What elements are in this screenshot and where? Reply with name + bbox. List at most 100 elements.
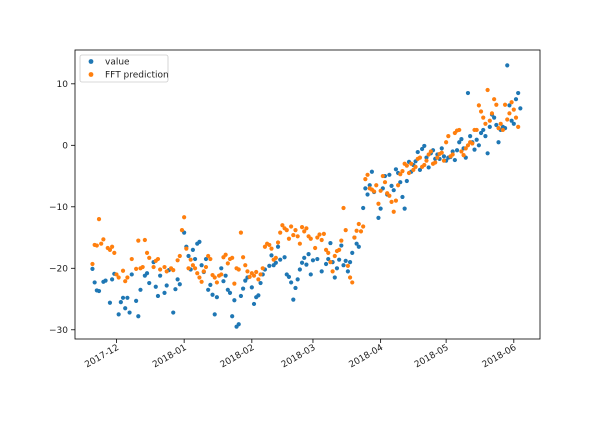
data-point-value <box>319 269 324 274</box>
data-point-value <box>138 287 143 292</box>
legend-label-value: value <box>105 58 130 68</box>
data-point-fft-prediction <box>238 230 244 235</box>
data-point-value <box>474 137 479 142</box>
data-point-fft-prediction <box>195 271 200 276</box>
data-point-value <box>487 124 492 129</box>
data-point-fft-prediction <box>197 275 202 280</box>
data-point-value <box>120 295 126 300</box>
data-point-value <box>387 172 392 177</box>
data-point-value <box>369 169 374 174</box>
data-point-fft-prediction <box>295 234 300 239</box>
data-point-value <box>295 277 300 282</box>
data-point-value <box>424 155 429 160</box>
data-point-value <box>361 205 366 211</box>
data-point-value <box>472 147 477 152</box>
data-point-fft-prediction <box>134 266 139 271</box>
data-point-fft-prediction <box>339 238 344 243</box>
data-point-fft-prediction <box>507 111 512 116</box>
data-point-fft-prediction <box>380 173 385 179</box>
data-point-value <box>492 115 497 120</box>
data-point-fft-prediction <box>260 266 265 271</box>
data-point-value <box>378 206 383 211</box>
data-point-value <box>203 256 209 262</box>
data-point-value <box>230 314 235 319</box>
data-point-fft-prediction <box>101 237 106 242</box>
data-point-fft-prediction <box>461 153 466 158</box>
data-point-value <box>164 283 169 288</box>
data-point-value <box>92 280 97 285</box>
data-point-fft-prediction <box>112 250 117 256</box>
data-point-value <box>505 63 510 68</box>
data-point-value <box>219 266 224 271</box>
data-point-fft-prediction <box>391 209 396 214</box>
data-point-value <box>144 271 150 276</box>
data-point-value <box>258 280 263 286</box>
data-point-fft-prediction <box>308 236 313 241</box>
data-point-value <box>494 122 499 128</box>
data-point-fft-prediction <box>352 235 357 240</box>
data-point-value <box>212 312 217 317</box>
data-point-fft-prediction <box>446 133 451 139</box>
data-point-value <box>302 255 307 260</box>
data-point-value <box>177 282 182 287</box>
data-point-value <box>214 295 219 300</box>
data-point-fft-prediction <box>299 224 305 230</box>
data-point-value <box>190 247 195 252</box>
data-point-value <box>337 257 342 262</box>
data-point-value <box>452 157 457 163</box>
data-point-fft-prediction <box>478 109 484 114</box>
data-point-fft-prediction <box>457 127 462 133</box>
data-point-value <box>341 263 346 268</box>
data-point-fft-prediction <box>463 146 468 151</box>
data-point-fft-prediction <box>144 250 150 256</box>
data-point-fft-prediction <box>208 256 213 262</box>
data-point-value <box>110 277 115 282</box>
data-point-value <box>136 314 141 319</box>
data-point-fft-prediction <box>398 172 403 177</box>
data-point-fft-prediction <box>206 253 211 259</box>
data-point-value <box>297 267 302 272</box>
data-point-fft-prediction <box>203 264 209 270</box>
data-point-fft-prediction <box>297 241 302 246</box>
data-point-fft-prediction <box>179 228 185 233</box>
data-point-fft-prediction <box>326 250 331 256</box>
data-point-value <box>304 262 309 267</box>
data-point-value <box>123 306 128 311</box>
data-point-value <box>251 301 257 307</box>
data-point-value <box>478 130 484 136</box>
data-point-fft-prediction <box>96 217 102 222</box>
data-point-fft-prediction <box>424 158 429 163</box>
data-point-fft-prediction <box>199 279 204 284</box>
data-point-fft-prediction <box>396 183 401 188</box>
data-point-value <box>450 149 455 154</box>
data-point-fft-prediction <box>332 253 337 259</box>
data-point-value <box>134 298 139 303</box>
data-point-fft-prediction <box>485 87 490 93</box>
data-point-fft-prediction <box>382 180 388 185</box>
data-point-fft-prediction <box>278 230 283 235</box>
data-point-value <box>398 180 403 185</box>
data-point-fft-prediction <box>302 229 307 234</box>
data-point-fft-prediction <box>347 275 353 280</box>
series-value <box>90 63 523 329</box>
data-point-value <box>511 121 516 126</box>
data-point-fft-prediction <box>267 242 272 248</box>
data-point-fft-prediction <box>123 279 128 284</box>
data-point-value <box>223 273 228 278</box>
data-point-fft-prediction <box>337 247 342 252</box>
data-point-value <box>343 258 348 264</box>
data-point-value <box>420 146 425 152</box>
data-point-value <box>273 260 278 265</box>
y-tick-label: 10 <box>57 80 69 90</box>
data-point-value <box>206 287 211 292</box>
data-point-fft-prediction <box>481 115 486 120</box>
data-point-fft-prediction <box>269 246 274 251</box>
data-point-fft-prediction <box>184 246 189 251</box>
data-point-fft-prediction <box>350 280 355 285</box>
data-point-fft-prediction <box>411 167 416 172</box>
data-point-fft-prediction <box>345 263 350 268</box>
data-point-value <box>345 269 350 274</box>
data-point-fft-prediction <box>315 235 320 240</box>
